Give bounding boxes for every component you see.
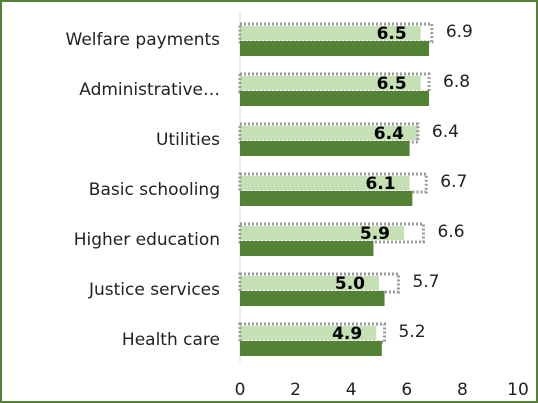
bar bbox=[240, 226, 405, 240]
value-label: 6.1 bbox=[365, 174, 395, 194]
value-label: 6.7 bbox=[440, 172, 467, 192]
x-tick-label: 8 bbox=[457, 380, 468, 400]
category-label: Welfare payments bbox=[66, 30, 221, 50]
outline-bar bbox=[238, 322, 387, 344]
bar bbox=[240, 126, 418, 140]
bar bbox=[240, 76, 421, 90]
value-label: 5.0 bbox=[335, 274, 365, 294]
category-label: Justice services bbox=[88, 280, 220, 300]
bar bbox=[240, 191, 413, 206]
x-tick-label: 10 bbox=[507, 380, 529, 400]
category-label: Administrative… bbox=[79, 80, 220, 100]
x-tick-label: 4 bbox=[346, 380, 357, 400]
value-label: 6.8 bbox=[443, 72, 470, 92]
bar bbox=[240, 241, 374, 256]
value-label: 6.4 bbox=[374, 124, 404, 144]
bar bbox=[240, 276, 379, 290]
category-label: Higher education bbox=[74, 230, 220, 250]
bar bbox=[240, 91, 430, 106]
value-label: 6.6 bbox=[437, 222, 464, 242]
value-label: 6.9 bbox=[446, 22, 473, 42]
value-label: 6.5 bbox=[377, 74, 407, 94]
value-label: 5.7 bbox=[412, 272, 439, 292]
x-tick-label: 6 bbox=[401, 380, 412, 400]
bar bbox=[240, 291, 385, 306]
value-label: 5.2 bbox=[399, 322, 426, 342]
bar bbox=[240, 41, 430, 56]
value-label: 4.9 bbox=[332, 324, 362, 344]
bar bbox=[240, 341, 382, 356]
bar bbox=[240, 176, 410, 190]
value-label: 6.4 bbox=[432, 122, 459, 142]
category-label: Basic schooling bbox=[89, 180, 220, 200]
bar bbox=[240, 26, 421, 40]
bar bbox=[240, 326, 377, 340]
category-label: Utilities bbox=[156, 130, 220, 150]
value-label: 6.5 bbox=[377, 24, 407, 44]
x-tick-label: 2 bbox=[290, 380, 301, 400]
category-label: Health care bbox=[122, 330, 220, 350]
bar bbox=[240, 141, 410, 156]
x-tick-label: 0 bbox=[235, 380, 246, 400]
value-label: 5.9 bbox=[360, 224, 390, 244]
